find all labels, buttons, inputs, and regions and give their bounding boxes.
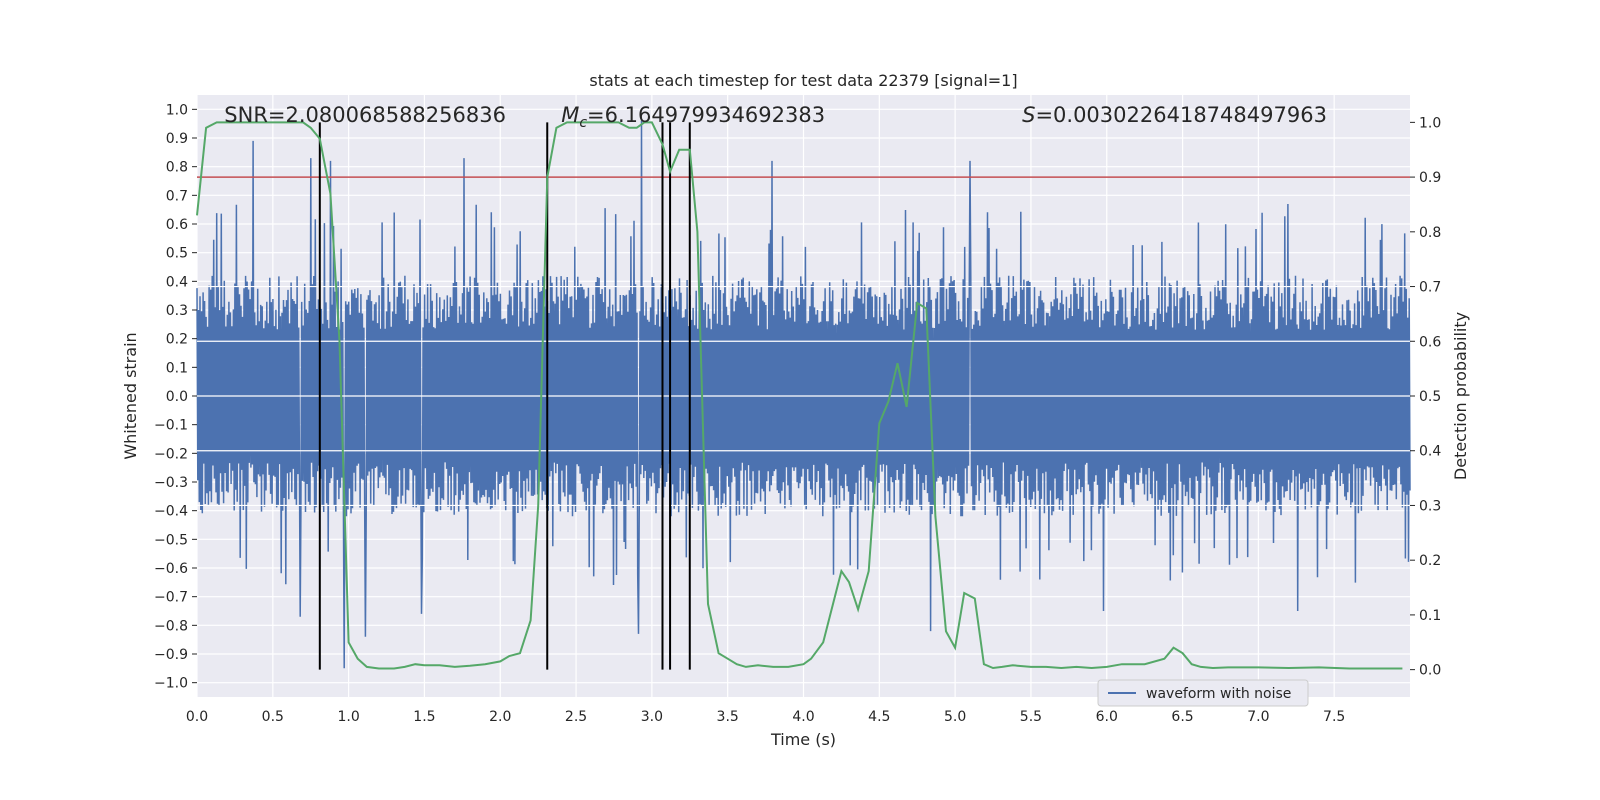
- y-right-tick-label-3: 0.7: [1419, 280, 1441, 296]
- chirp-mass-subscript: c: [579, 115, 587, 131]
- x-axis-ticks: 0.0 0.5 1.0 1.5 2.0 2.5 3.0 3.5 4.0 4.5 5.0 5.5 6.0 6…: [186, 709, 1345, 725]
- y-tick-label-15: −0.5: [154, 532, 188, 548]
- y-right-tick-label-5: 0.5: [1419, 389, 1441, 405]
- detection-probability-series: [196, 121, 1403, 670]
- x-tick-label-13: 6.5: [1171, 709, 1193, 725]
- y-right-tick-label-0: 1.0: [1419, 115, 1441, 131]
- y-tick-label-6: 0.4: [166, 274, 188, 290]
- y-right-tick-label-10: 0.0: [1419, 663, 1441, 679]
- y-tick-label-7: 0.3: [166, 303, 188, 319]
- x-tick-label-5: 2.5: [565, 709, 587, 725]
- y-tick-label-10: 0.0: [166, 389, 188, 405]
- snr-annotation: SNR=2.080068588256836: [224, 103, 506, 127]
- legend-box: [1097, 679, 1309, 707]
- x-tick-label-12: 6.0: [1096, 709, 1118, 725]
- y-axis-ticks: 1.0 0.9 0.8 0.7 0.6 0.5 0.4 0.3 0.2 0.1 0.0 −0.1 −0.…: [154, 102, 197, 692]
- y-tick-label-9: 0.1: [166, 360, 188, 376]
- chirp-mass-annotation: Mc=6.164979934692383: [561, 103, 825, 131]
- s-annotation: S=0.0030226418748497963: [1022, 103, 1327, 127]
- y-tick-label-3: 0.7: [166, 188, 188, 204]
- x-tick-label-7: 3.5: [717, 709, 739, 725]
- chart-title: stats at each timestep for test data 223…: [589, 71, 1017, 90]
- x-tick-label-11: 5.5: [1020, 709, 1042, 725]
- y-tick-label-17: −0.7: [154, 590, 188, 606]
- y-tick-label-18: −0.8: [154, 618, 188, 634]
- x-tick-label-14: 7.0: [1247, 709, 1269, 725]
- x-tick-label-3: 1.5: [413, 709, 435, 725]
- y-tick-label-5: 0.5: [166, 246, 188, 262]
- y-right-tick-label-9: 0.1: [1419, 608, 1441, 624]
- y-axis-label: Whitened strain: [121, 332, 140, 459]
- x-tick-label-4: 2.0: [489, 709, 511, 725]
- chirp-mass-value: =6.164979934692383: [587, 103, 825, 127]
- y-tick-label-4: 0.6: [166, 217, 188, 233]
- x-tick-label-10: 5.0: [944, 709, 966, 725]
- y-right-tick-label-4: 0.6: [1419, 334, 1441, 350]
- y-tick-label-0: 1.0: [166, 102, 188, 118]
- x-tick-label-8: 4.0: [792, 709, 814, 725]
- y-right-tick-label-7: 0.3: [1419, 498, 1441, 514]
- legend: waveform with noise: [1097, 679, 1309, 707]
- x-tick-label-15: 7.5: [1323, 709, 1345, 725]
- y-tick-label-16: −0.6: [154, 561, 188, 577]
- legend-label-waveform: waveform with noise: [1146, 686, 1291, 702]
- y-tick-label-13: −0.3: [154, 475, 188, 491]
- y-tick-label-12: −0.2: [154, 446, 188, 462]
- x-tick-label-0: 0.0: [186, 709, 208, 725]
- grid-overlay-lines: [197, 285, 1410, 507]
- y-tick-label-8: 0.2: [166, 332, 188, 348]
- y-right-tick-label-2: 0.8: [1419, 225, 1441, 241]
- y-tick-label-20: −1.0: [154, 676, 188, 692]
- y-tick-label-2: 0.8: [166, 160, 188, 176]
- waveform-series: [196, 120, 1411, 669]
- x-tick-label-1: 0.5: [262, 709, 284, 725]
- s-symbol: S: [1022, 103, 1035, 127]
- x-tick-label-6: 3.0: [641, 709, 663, 725]
- y-tick-label-19: −0.9: [154, 647, 188, 663]
- s-value: =0.0030226418748497963: [1035, 103, 1327, 127]
- detection-probability-line: [196, 121, 1403, 670]
- y-right-axis-ticks: 1.0 0.9 0.8 0.7 0.6 0.5 0.4 0.3 0.2 0.1 0.0: [1410, 115, 1441, 679]
- chirp-mass-symbol: M: [561, 103, 579, 127]
- y-right-tick-label-1: 0.9: [1419, 170, 1441, 186]
- y-tick-label-14: −0.4: [154, 504, 188, 520]
- x-tick-label-2: 1.0: [337, 709, 359, 725]
- y-right-axis-label: Detection probability: [1451, 312, 1470, 480]
- x-tick-label-9: 4.5: [868, 709, 890, 725]
- y-tick-label-1: 0.9: [166, 131, 188, 147]
- y-right-tick-label-8: 0.2: [1419, 553, 1441, 569]
- y-right-tick-label-6: 0.4: [1419, 444, 1441, 460]
- waveform-with-noise-line: [196, 120, 1411, 669]
- y-tick-label-11: −0.1: [154, 418, 188, 434]
- x-axis-label: Time (s): [770, 730, 836, 749]
